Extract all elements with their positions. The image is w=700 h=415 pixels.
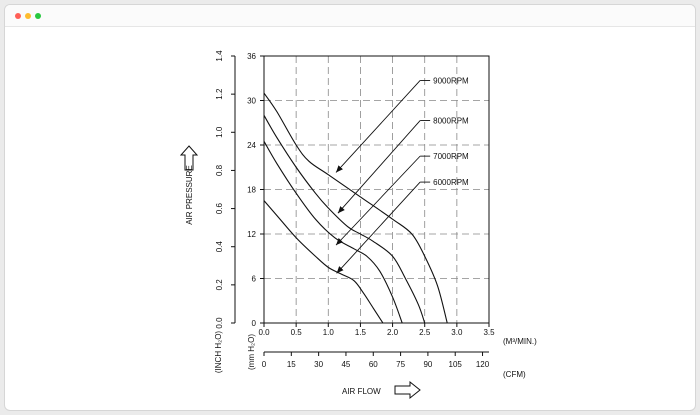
y-tick-label-inch: 0.6 bbox=[215, 202, 224, 214]
series-lines bbox=[263, 92, 448, 324]
y-tick-label-inch: 0.0 bbox=[215, 317, 224, 329]
x-tick-label-m3: 1.0 bbox=[323, 328, 335, 337]
x-tick-label-cfm: 120 bbox=[476, 360, 490, 369]
series-line-7000rpm bbox=[263, 141, 403, 324]
up-arrow-icon bbox=[179, 145, 199, 171]
y-tick-label-mm: 0 bbox=[252, 319, 257, 328]
title-bar bbox=[5, 5, 695, 27]
annotations: 9000RPM 8000RPM 7000RPM 6000RPM bbox=[335, 76, 469, 274]
x-tick-label-m3: 3.0 bbox=[451, 328, 463, 337]
y-axis-unit-inch: (INCH H₂O) bbox=[214, 331, 223, 374]
y-tick-label-mm: 18 bbox=[247, 186, 256, 195]
grid bbox=[264, 56, 489, 323]
y-tick-label-mm: 24 bbox=[247, 141, 256, 150]
x-tick-label-cfm: 0 bbox=[262, 360, 267, 369]
y-tick-label-inch: 0.8 bbox=[215, 164, 224, 176]
y-tick-label-mm: 6 bbox=[252, 275, 257, 284]
y-tick-label-mm: 12 bbox=[247, 230, 256, 239]
x-tick-label-cfm: 60 bbox=[369, 360, 378, 369]
x-tick-label-cfm: 45 bbox=[341, 360, 350, 369]
annotation-label: 6000RPM bbox=[433, 178, 469, 187]
x-tick-label-m3: 0.5 bbox=[291, 328, 303, 337]
y-axis-label: AIR PRESSURE bbox=[185, 165, 194, 225]
annotation-arrow bbox=[337, 120, 421, 214]
x-tick-label-m3: 2.5 bbox=[419, 328, 431, 337]
x-tick-label-cfm: 90 bbox=[423, 360, 432, 369]
x-axis-unit-cfm: (CFM) bbox=[503, 370, 526, 379]
y-tick-label-inch: 1.2 bbox=[215, 88, 224, 100]
x-tick-label-m3: 2.0 bbox=[387, 328, 399, 337]
right-arrow-icon bbox=[394, 380, 421, 400]
series-line-6000rpm bbox=[263, 200, 384, 324]
y-tick-label-inch: 1.0 bbox=[215, 126, 224, 138]
maximize-window-button[interactable] bbox=[35, 13, 41, 19]
x-tick-label-m3: 1.5 bbox=[355, 328, 367, 337]
y-tick-label-inch: 1.4 bbox=[215, 50, 224, 62]
app-window bbox=[4, 4, 696, 411]
x-axis-label: AIR FLOW bbox=[342, 387, 381, 396]
y-tick-label-inch: 0.4 bbox=[215, 241, 224, 253]
close-window-button[interactable] bbox=[15, 13, 21, 19]
x-tick-label-m3: 0.0 bbox=[258, 328, 270, 337]
annotation-label: 7000RPM bbox=[433, 152, 469, 161]
y-axis-unit-mm: (mm H₂O) bbox=[247, 334, 256, 370]
x-tick-label-m3: 3.5 bbox=[483, 328, 495, 337]
x-tick-label-cfm: 105 bbox=[449, 360, 463, 369]
series-line-8000rpm bbox=[263, 115, 426, 324]
y-tick-label-mm: 30 bbox=[247, 97, 256, 106]
y-tick-label-inch: 0.2 bbox=[215, 279, 224, 291]
annotation-arrow bbox=[335, 155, 421, 246]
x-tick-label-cfm: 15 bbox=[287, 360, 296, 369]
x-tick-label-cfm: 30 bbox=[314, 360, 323, 369]
minimize-window-button[interactable] bbox=[25, 13, 31, 19]
y-tick-label-mm: 36 bbox=[247, 52, 256, 61]
annotation-label: 9000RPM bbox=[433, 76, 469, 85]
x-tick-label-cfm: 75 bbox=[396, 360, 405, 369]
annotation-arrow bbox=[336, 181, 421, 274]
x-axis-unit-m3: (M³/MIN.) bbox=[503, 337, 537, 346]
annotation-label: 8000RPM bbox=[433, 117, 469, 126]
series-line-9000rpm bbox=[263, 92, 448, 324]
annotation-arrow bbox=[335, 80, 421, 173]
